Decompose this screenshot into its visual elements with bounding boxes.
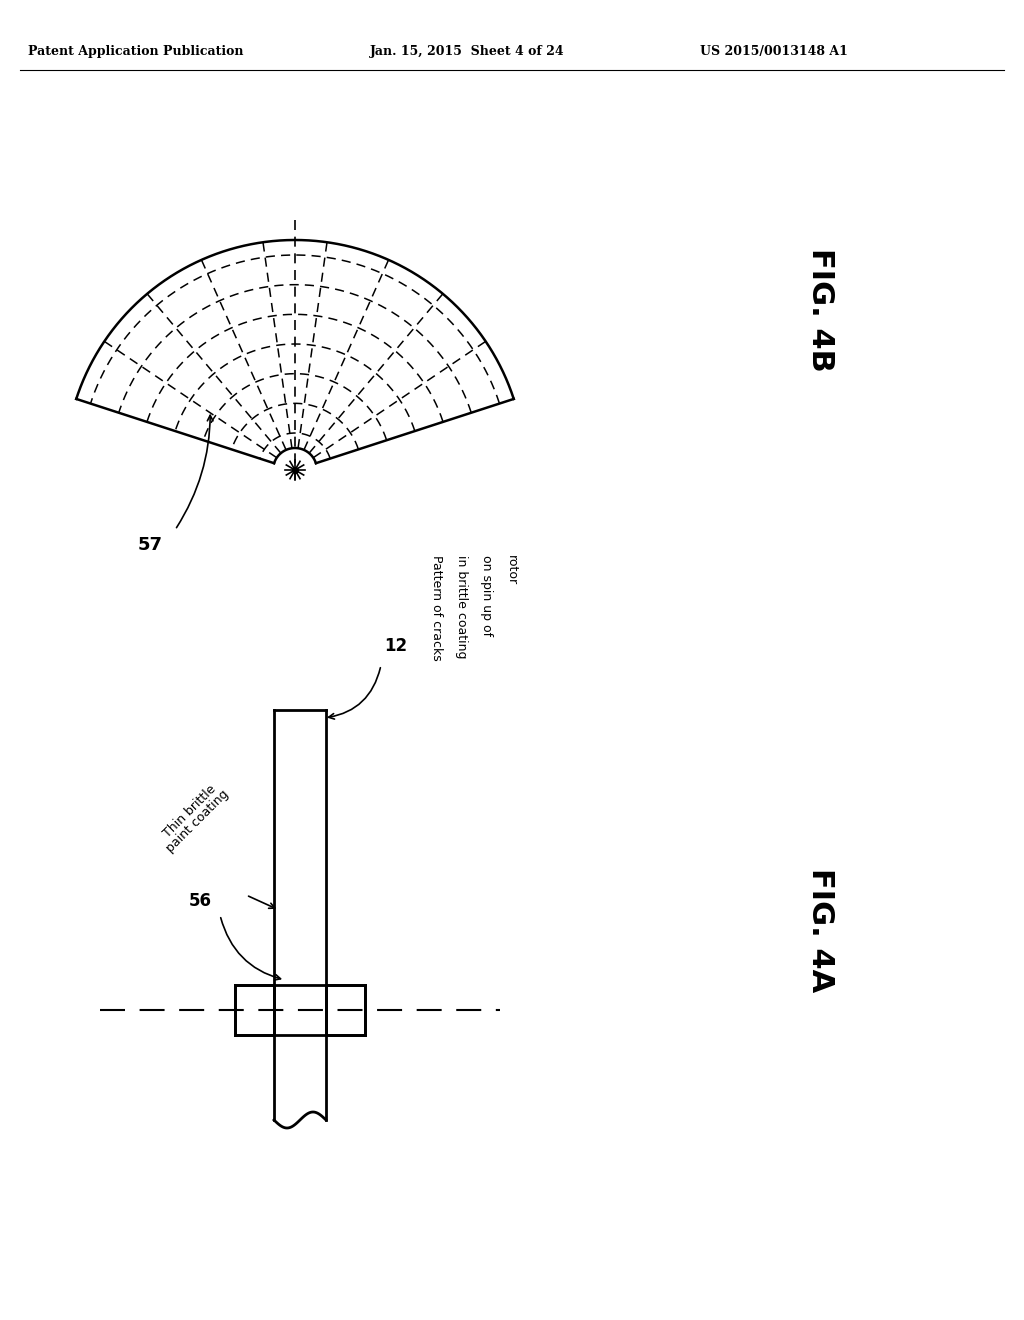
Text: FIG. 4A: FIG. 4A — [806, 867, 835, 993]
Bar — [326, 985, 365, 1035]
Text: Thin brittle: Thin brittle — [162, 783, 219, 840]
Text: 12: 12 — [384, 638, 408, 655]
Bar — [234, 985, 274, 1035]
Text: Jan. 15, 2015  Sheet 4 of 24: Jan. 15, 2015 Sheet 4 of 24 — [370, 45, 564, 58]
Text: Pattern of cracks: Pattern of cracks — [430, 554, 443, 661]
Text: 57: 57 — [137, 536, 163, 554]
Text: on spin up of: on spin up of — [480, 554, 493, 636]
Text: in brittle coating: in brittle coating — [455, 554, 468, 659]
Text: paint coating: paint coating — [164, 788, 231, 855]
Text: US 2015/0013148 A1: US 2015/0013148 A1 — [700, 45, 848, 58]
Text: rotor: rotor — [505, 554, 518, 585]
Text: Patent Application Publication: Patent Application Publication — [28, 45, 244, 58]
Bar — [274, 985, 326, 1035]
Text: FIG. 4B: FIG. 4B — [806, 248, 835, 372]
Text: 56: 56 — [189, 892, 212, 909]
